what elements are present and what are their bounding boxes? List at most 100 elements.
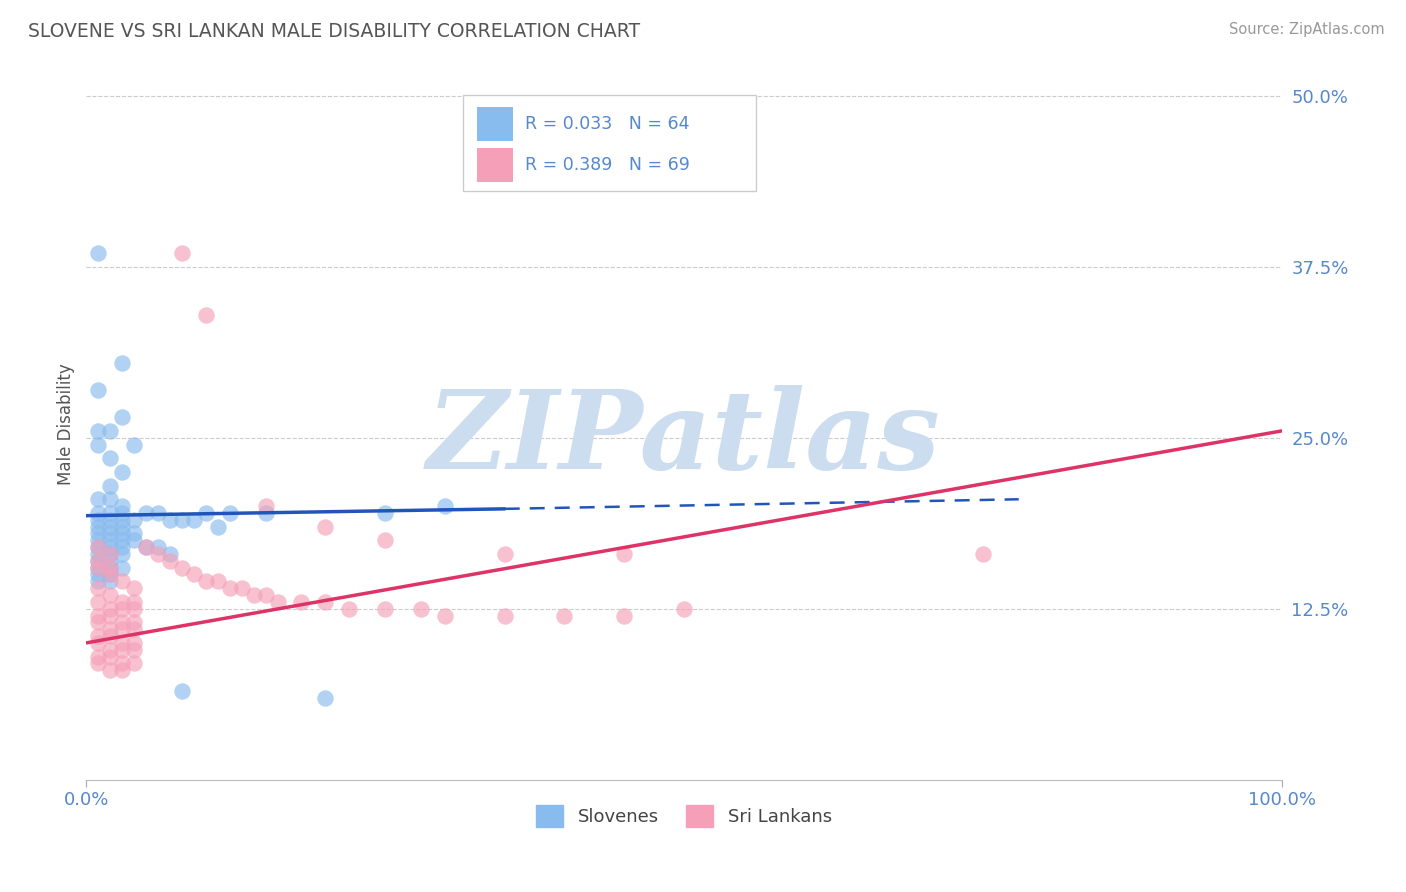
- Point: [98, 560, 121, 574]
- Point: [122, 642, 145, 657]
- Point: [87, 554, 110, 568]
- Point: [111, 499, 134, 513]
- Point: [111, 595, 134, 609]
- Point: [146, 506, 169, 520]
- Point: [87, 629, 110, 643]
- Point: [98, 506, 121, 520]
- Bar: [477, 107, 513, 141]
- Point: [98, 622, 121, 636]
- Point: [87, 595, 110, 609]
- Point: [159, 547, 181, 561]
- Point: [122, 595, 145, 609]
- Point: [98, 629, 121, 643]
- Point: [194, 574, 217, 589]
- Point: [98, 513, 121, 527]
- Point: [98, 478, 121, 492]
- Point: [87, 513, 110, 527]
- Point: [111, 547, 134, 561]
- Legend: Slovenes, Sri Lankans: Slovenes, Sri Lankans: [529, 798, 839, 835]
- Point: [122, 622, 145, 636]
- Point: [207, 519, 229, 533]
- Point: [111, 526, 134, 541]
- Point: [87, 246, 110, 260]
- Point: [135, 540, 157, 554]
- Point: [98, 533, 121, 548]
- Point: [207, 574, 229, 589]
- Point: [314, 519, 336, 533]
- Point: [194, 308, 217, 322]
- Point: [87, 615, 110, 630]
- Point: [87, 649, 110, 664]
- Point: [972, 547, 994, 561]
- Point: [135, 540, 157, 554]
- Y-axis label: Male Disability: Male Disability: [58, 363, 75, 485]
- Text: ZIPatlas: ZIPatlas: [427, 384, 941, 492]
- Point: [111, 642, 134, 657]
- Point: [374, 533, 396, 548]
- Point: [122, 581, 145, 595]
- Point: [122, 615, 145, 630]
- Point: [87, 540, 110, 554]
- Point: [98, 554, 121, 568]
- Point: [337, 601, 360, 615]
- Point: [87, 574, 110, 589]
- Point: [672, 601, 695, 615]
- Point: [170, 513, 193, 527]
- Point: [122, 513, 145, 527]
- Point: [494, 547, 516, 561]
- Point: [87, 560, 110, 574]
- Point: [433, 499, 456, 513]
- Point: [135, 506, 157, 520]
- Point: [254, 506, 277, 520]
- Point: [111, 519, 134, 533]
- Point: [254, 588, 277, 602]
- Point: [374, 506, 396, 520]
- Point: [613, 547, 636, 561]
- Point: [98, 574, 121, 589]
- Point: [111, 410, 134, 425]
- Point: [254, 499, 277, 513]
- Point: [194, 506, 217, 520]
- Point: [553, 608, 575, 623]
- Point: [111, 636, 134, 650]
- Text: SLOVENE VS SRI LANKAN MALE DISABILITY CORRELATION CHART: SLOVENE VS SRI LANKAN MALE DISABILITY CO…: [28, 22, 640, 41]
- Point: [87, 554, 110, 568]
- Point: [87, 506, 110, 520]
- Point: [122, 636, 145, 650]
- Point: [409, 601, 432, 615]
- Point: [170, 683, 193, 698]
- Point: [98, 526, 121, 541]
- Point: [98, 663, 121, 677]
- Point: [170, 246, 193, 260]
- Point: [87, 560, 110, 574]
- Point: [87, 540, 110, 554]
- Point: [87, 533, 110, 548]
- Point: [159, 513, 181, 527]
- Point: [613, 608, 636, 623]
- Point: [111, 663, 134, 677]
- Point: [111, 540, 134, 554]
- Point: [98, 567, 121, 582]
- Point: [122, 533, 145, 548]
- Bar: [477, 148, 513, 182]
- Point: [374, 601, 396, 615]
- Point: [111, 533, 134, 548]
- Point: [231, 581, 253, 595]
- Point: [87, 424, 110, 438]
- Point: [98, 540, 121, 554]
- Point: [290, 595, 312, 609]
- Point: [98, 642, 121, 657]
- Point: [87, 608, 110, 623]
- Point: [87, 437, 110, 451]
- Point: [111, 506, 134, 520]
- Point: [494, 608, 516, 623]
- Point: [87, 492, 110, 507]
- Point: [111, 657, 134, 671]
- Point: [87, 657, 110, 671]
- Point: [111, 601, 134, 615]
- FancyBboxPatch shape: [463, 95, 756, 191]
- Point: [122, 526, 145, 541]
- Point: [98, 608, 121, 623]
- Point: [98, 601, 121, 615]
- Point: [314, 595, 336, 609]
